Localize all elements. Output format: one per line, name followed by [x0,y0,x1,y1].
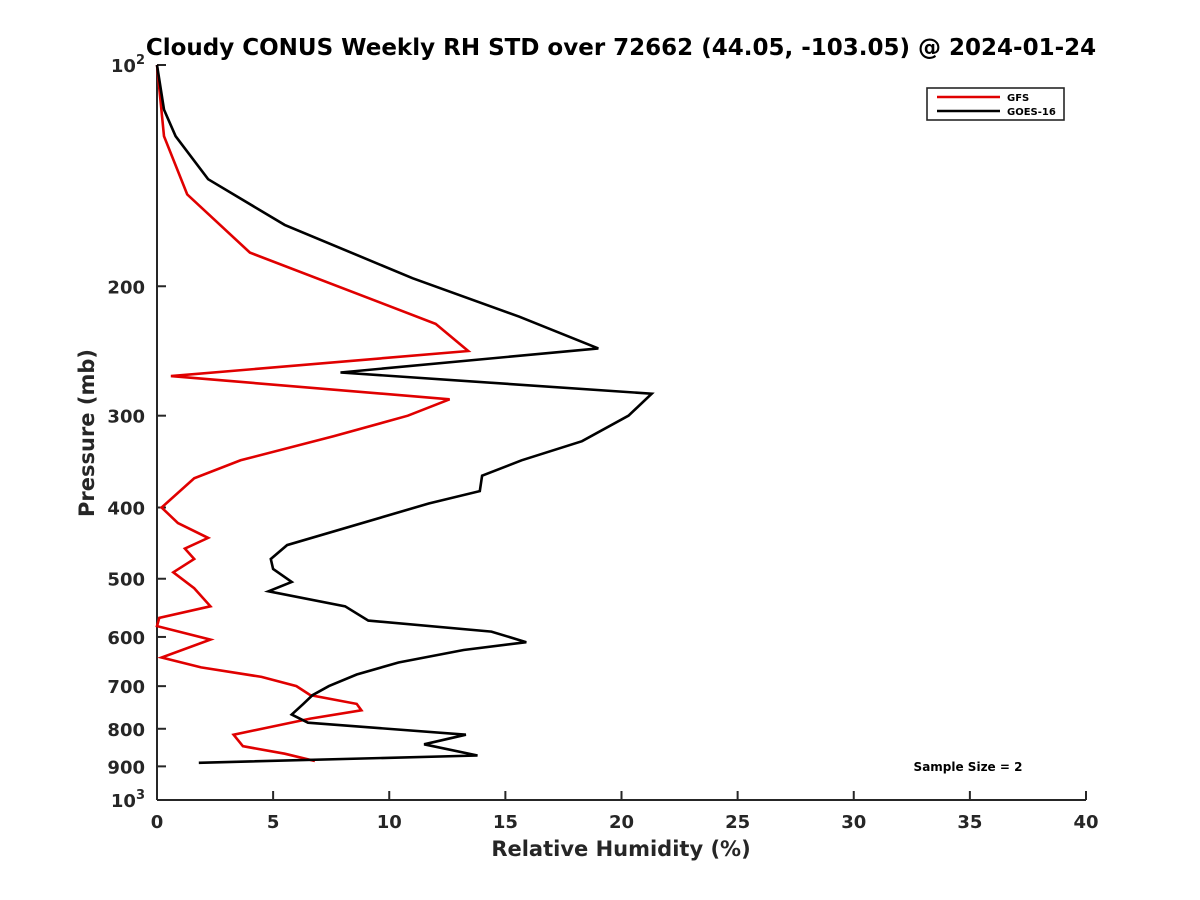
y-tick-label: 200 [107,277,145,298]
x-tick-label: 30 [841,812,866,833]
y-tick-label: 800 [107,720,145,741]
y-tick-label: 600 [107,628,145,649]
x-tick-label: 10 [377,812,402,833]
y-tick-label: 500 [107,570,145,591]
y-axis-label: Pressure (mb) [75,349,99,517]
axes: 0 5 10 15 20 25 30 35 40 102 200 300 400 500 600 700 800… [107,53,1098,833]
sample-size-annotation: Sample Size = 2 [914,760,1023,774]
legend-label-goes-16: GOES-16 [1007,107,1056,118]
y-tick-label: 700 [107,677,145,698]
legend-label-gfs: GFS [1007,93,1029,104]
y-tick-label: 900 [107,757,145,778]
y-tick-label: 400 [107,499,145,520]
x-tick-label: 35 [957,812,982,833]
x-tick-label: 5 [267,812,280,833]
y-tick-label: 102 [111,53,145,77]
legend-box [926,87,1065,121]
x-tick-label: 20 [609,812,634,833]
series-line-gfs [155,64,472,763]
x-tick-label: 25 [725,812,750,833]
y-tick-label: 103 [111,788,145,812]
series-layer [155,64,655,765]
chart-title: Cloudy CONUS Weekly RH STD over 72662 (4… [146,35,1096,61]
x-tick-label: 15 [493,812,518,833]
series-line-goes-16 [155,64,655,765]
x-tick-label: 40 [1073,812,1098,833]
y-tick-label: 300 [107,407,145,428]
x-tick-label: 0 [151,812,164,833]
x-axis-label: Relative Humidity (%) [491,837,750,861]
legend: GFS GOES-16 [926,87,1065,121]
